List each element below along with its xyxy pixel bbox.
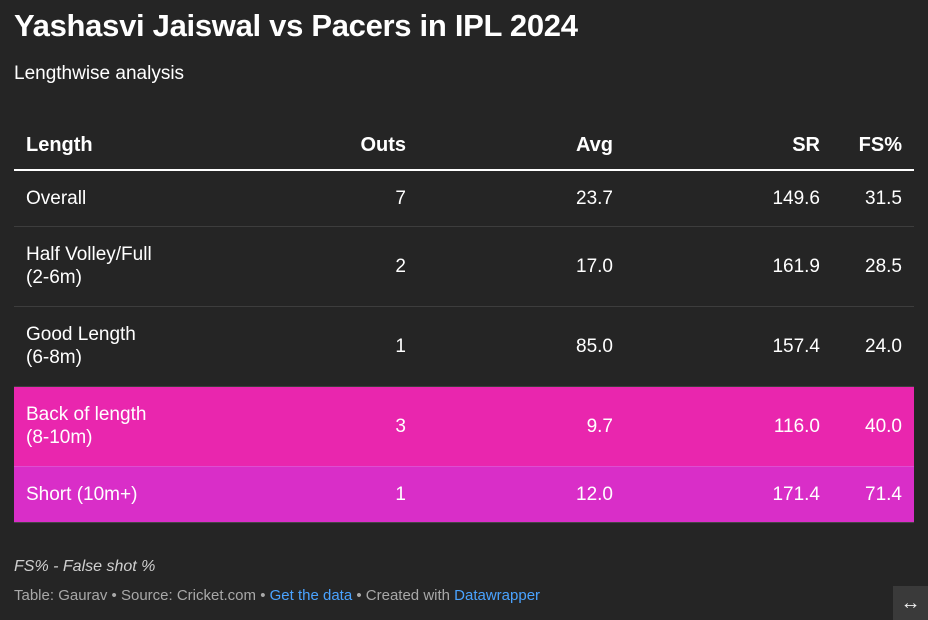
cell-sr: 149.6 — [625, 170, 832, 227]
cell-fs: 31.5 — [832, 170, 914, 227]
cell-avg: 17.0 — [418, 226, 625, 307]
cell-outs: 1 — [214, 466, 418, 523]
table-row: Good Length (6-8m) 1 85.0 157.4 24.0 — [14, 306, 914, 387]
cell-avg: 12.0 — [418, 466, 625, 523]
cell-fs: 40.0 — [832, 386, 914, 467]
cell-avg: 23.7 — [418, 170, 625, 227]
cell-fs: 24.0 — [832, 306, 914, 387]
cell-avg: 85.0 — [418, 306, 625, 387]
expand-icon[interactable]: ↔ — [893, 586, 928, 620]
table-row: Back of length (8-10m) 3 9.7 116.0 40.0 — [14, 386, 914, 467]
byline: Table: Gaurav — [14, 587, 108, 604]
separator: • — [352, 587, 366, 604]
column-header-fs[interactable]: FS% — [832, 122, 914, 171]
chart-subtitle: Lengthwise analysis — [14, 63, 185, 84]
source: Source: Cricket.com — [120, 587, 257, 604]
cell-length: Half Volley/Full (2-6m) — [14, 226, 214, 307]
cell-avg: 9.7 — [418, 386, 625, 467]
cell-outs: 3 — [214, 386, 418, 467]
footer: Table: Gaurav • Source: Cricket.com • Ge… — [14, 587, 540, 604]
header-row: Length Outs Avg SR FS% — [14, 122, 914, 171]
cell-outs: 1 — [214, 306, 418, 387]
created-with: Created with — [365, 587, 455, 604]
cell-sr: 161.9 — [625, 226, 832, 307]
column-header-length[interactable]: Length — [14, 122, 214, 171]
table-row: Overall 7 23.7 149.6 31.5 — [14, 170, 914, 227]
cell-sr: 171.4 — [625, 466, 832, 523]
cell-sr: 157.4 — [625, 306, 832, 387]
datawrapper-link[interactable]: Datawrapper — [454, 587, 541, 604]
chart-title: Yashasvi Jaiswal vs Pacers in IPL 2024 — [14, 8, 578, 43]
data-table: Length Outs Avg SR FS% Overall 7 23.7 149.6… — [14, 122, 914, 523]
cell-fs: 71.4 — [832, 466, 914, 523]
table-row: Half Volley/Full (2-6m) 2 17.0 161.9 28.5 — [14, 226, 914, 307]
get-data-link[interactable]: Get the data — [269, 587, 353, 604]
separator: • — [107, 587, 121, 604]
cell-outs: 7 — [214, 170, 418, 227]
notes: FS% - False shot % — [14, 558, 156, 575]
separator: • — [256, 587, 270, 604]
cell-length: Overall — [14, 170, 214, 227]
column-header-avg[interactable]: Avg — [418, 122, 625, 171]
cell-outs: 2 — [214, 226, 418, 307]
column-header-sr[interactable]: SR — [625, 122, 832, 171]
cell-sr: 116.0 — [625, 386, 832, 467]
cell-length: Good Length (6-8m) — [14, 306, 214, 387]
cell-length: Back of length (8-10m) — [14, 386, 214, 467]
column-header-outs[interactable]: Outs — [214, 122, 418, 171]
cell-fs: 28.5 — [832, 226, 914, 307]
cell-length: Short (10m+) — [14, 466, 214, 523]
table-row: Short (10m+) 1 12.0 171.4 71.4 — [14, 466, 914, 523]
